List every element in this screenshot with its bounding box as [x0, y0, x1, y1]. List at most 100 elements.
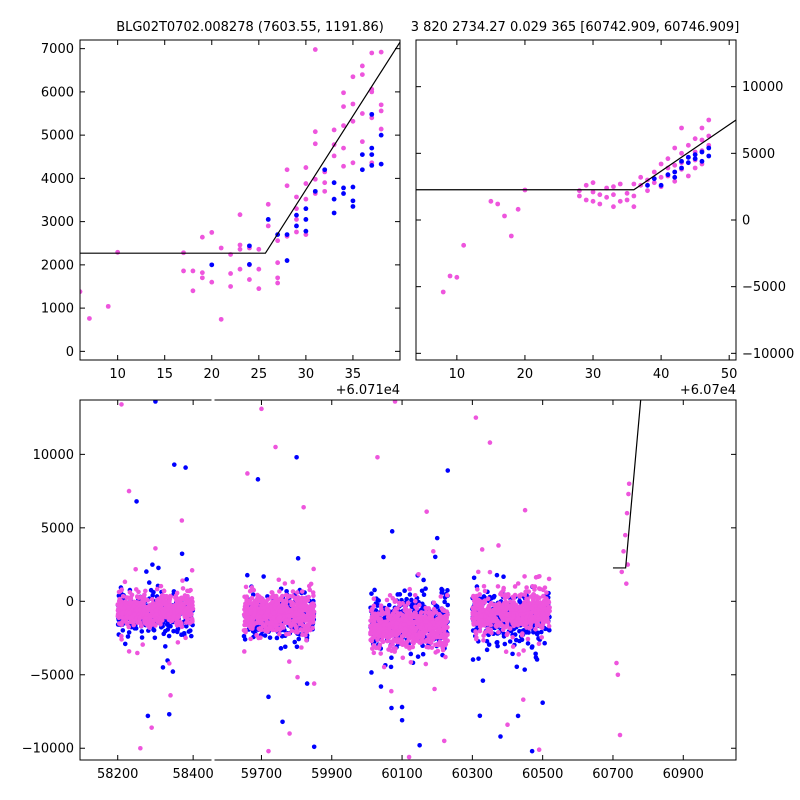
top-left-point	[341, 123, 346, 129]
bottom-point	[441, 625, 447, 630]
bottom-point	[262, 633, 268, 638]
bottom-point	[153, 400, 158, 404]
bottom-point	[375, 455, 380, 460]
bottom-point	[175, 615, 180, 620]
bottom-point	[496, 622, 501, 628]
bottom-point	[153, 546, 158, 551]
bottom-point	[126, 630, 132, 635]
bottom-point	[311, 744, 317, 750]
bottom-point	[411, 640, 416, 646]
top-right-point	[672, 162, 678, 168]
bottom-point	[265, 608, 271, 614]
bottom-point	[503, 592, 508, 597]
top-left-point	[369, 145, 375, 151]
bottom-point	[517, 638, 522, 644]
bottom-point	[278, 646, 284, 651]
bottom-point	[407, 592, 413, 597]
bottom-point	[475, 569, 481, 575]
bottom-point	[411, 621, 416, 626]
bottom-point	[262, 628, 268, 633]
bottom-point	[183, 465, 188, 470]
top-right-point	[679, 150, 684, 156]
top-left-point	[294, 194, 299, 200]
bottom-point	[261, 613, 267, 619]
bottom-point	[243, 601, 248, 606]
bottom-point	[474, 621, 480, 626]
bottom-point	[619, 569, 625, 575]
bottom-point	[484, 647, 490, 653]
bottom-point	[126, 488, 132, 494]
bottom-point	[523, 589, 528, 595]
bottom-point	[520, 615, 525, 621]
top-right-point	[651, 169, 657, 175]
bottom-point	[180, 586, 186, 591]
top-right-point	[508, 233, 514, 239]
bottom-point	[290, 579, 296, 585]
bottom-point	[131, 618, 136, 624]
bottom-point	[306, 610, 311, 616]
bottom-point	[149, 725, 154, 730]
bottom-point	[156, 601, 162, 607]
bottom-point	[626, 491, 631, 497]
bottom-point	[284, 631, 289, 637]
top-right-title: 3 820 2734.27 0.029 365 [60742.909, 6074…	[411, 20, 740, 35]
bottom-point	[161, 606, 167, 612]
bottom-point	[424, 644, 430, 650]
bottom-point	[261, 605, 267, 611]
top-left-point	[369, 152, 375, 157]
bottom-point	[249, 585, 255, 590]
bottom-point	[406, 754, 412, 760]
bottom-point	[143, 616, 148, 621]
top-left-point	[369, 50, 375, 56]
bottom-point	[184, 577, 189, 582]
bottom-point	[372, 587, 377, 593]
bottom-point	[388, 639, 394, 644]
bottom-point	[389, 648, 394, 654]
bottom-point	[392, 638, 398, 643]
bottom-point	[136, 595, 142, 601]
top-left-y-tick-label: 2000	[41, 258, 74, 273]
top-left-panel: 10 15 20 25 30 35+6.071e4 0 1000 2000 3000 4000 500…	[41, 39, 401, 398]
bottom-point	[536, 641, 542, 647]
top-left-point	[341, 191, 346, 196]
top-left-point	[275, 260, 281, 266]
bottom-point	[127, 600, 133, 605]
bottom-point	[546, 600, 552, 605]
top-left-point	[87, 316, 92, 321]
top-right-x-tick-label: 30	[585, 367, 602, 382]
bottom-point	[186, 629, 192, 634]
top-left-point	[359, 152, 365, 157]
bottom-point	[435, 648, 441, 654]
bottom-point	[408, 651, 414, 657]
bottom-point	[622, 532, 628, 538]
top-left-point	[190, 268, 196, 274]
bottom-point	[439, 606, 445, 611]
bottom-point	[474, 635, 479, 640]
bottom-point	[418, 640, 423, 646]
bottom-point	[542, 640, 547, 646]
bottom-point	[165, 622, 171, 628]
top-left-point	[331, 180, 337, 186]
top-left-point	[350, 74, 356, 80]
bottom-point	[125, 634, 131, 639]
bottom-point	[505, 722, 510, 728]
bottom-point	[286, 659, 292, 664]
bottom-point	[528, 617, 534, 623]
bottom-point	[247, 623, 253, 629]
top-right-point	[495, 201, 501, 207]
bottom-point	[440, 645, 446, 651]
bottom-point	[255, 477, 261, 482]
bottom-point	[299, 645, 304, 650]
bottom-point	[242, 649, 247, 654]
top-right-point	[645, 188, 650, 194]
top-right-point	[672, 169, 678, 175]
top-left-point	[237, 212, 243, 218]
bottom-point	[444, 609, 450, 614]
bottom-point	[189, 596, 195, 601]
bottom-point	[515, 616, 521, 621]
bottom-point	[144, 569, 149, 574]
bottom-point	[477, 713, 483, 719]
bottom-point	[131, 603, 137, 609]
bottom-point	[184, 605, 190, 611]
bottom-point	[511, 614, 516, 619]
